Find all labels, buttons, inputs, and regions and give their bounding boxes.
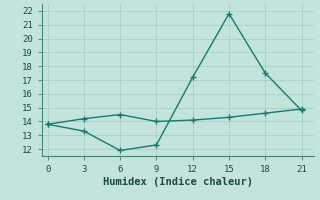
X-axis label: Humidex (Indice chaleur): Humidex (Indice chaleur) — [103, 177, 252, 187]
